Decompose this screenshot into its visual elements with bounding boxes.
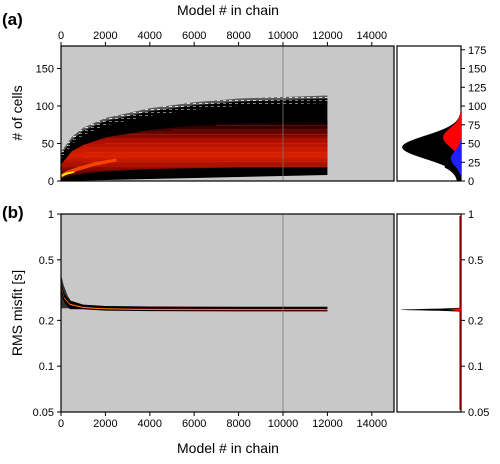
panel-a-y-tick-label: 150 xyxy=(36,64,54,76)
panel-a-y-right-tick-label: 125 xyxy=(468,82,486,94)
panel-b-x-tick-label: 10000 xyxy=(268,418,299,430)
panel-b-y-ticks-right: 0.05 0.1 0.2 0.5 1 xyxy=(461,209,489,419)
panel-a-high-density xyxy=(61,158,117,178)
panel-a-x-tick-label: 12000 xyxy=(312,30,343,42)
panel-a-y-right-tick-label: 150 xyxy=(468,64,486,76)
panel-b-x-tick-label: 0 xyxy=(58,418,64,430)
panel-b-x-tick-label: 8000 xyxy=(226,418,250,430)
panel-b-y-tick-label: 1 xyxy=(48,209,54,221)
panel-b-y-right-tick-label: 0.05 xyxy=(468,407,489,419)
panel-a-x-tick-label: 4000 xyxy=(138,30,162,42)
panel-b-x-tick-label: 4000 xyxy=(138,418,162,430)
panel-b-marginal-red xyxy=(449,307,461,312)
panel-a-y-tick-label: 50 xyxy=(42,139,54,151)
panel-a-marginal-black xyxy=(402,98,461,181)
panel-a-marginal-blue xyxy=(450,136,461,175)
panel-b-y-tick-label: 0.1 xyxy=(39,361,54,373)
panel-a-xlabel-top: Model # in chain xyxy=(177,2,279,18)
panel-b-y-right-tick-label: 0.2 xyxy=(468,315,483,327)
panel-b-early-samples xyxy=(61,274,73,309)
panel-a-ylabel: # of cells xyxy=(9,85,25,140)
panel-b-outer-density xyxy=(61,283,328,312)
panel-a-y-tick-label: 100 xyxy=(36,101,54,113)
panel-b-marginal-black xyxy=(400,304,461,316)
panel-b-plot-frame xyxy=(60,213,395,413)
panel-a-y-right-tick-label: 0 xyxy=(468,176,474,188)
panel-a-x-tick-label: 14000 xyxy=(357,30,388,42)
panel-a-y-right-tick-label: 100 xyxy=(468,101,486,113)
panel-b-x-tick-label: 2000 xyxy=(93,418,117,430)
panel-a-density xyxy=(61,95,328,181)
panel-a-y-right-tick-label: 25 xyxy=(468,157,480,169)
panel-a-peak-density xyxy=(61,171,75,178)
panel-b-x-tick-label: 14000 xyxy=(357,418,388,430)
panel-a-y-right-tick-label: 175 xyxy=(468,45,486,57)
panel-a-y-right-tick-label: 75 xyxy=(468,120,480,132)
panel-b-peak-density xyxy=(61,287,328,310)
panel-b-y-right-tick-label: 1 xyxy=(468,209,474,221)
panel-a-plot-frame xyxy=(60,45,395,182)
panel-b-y-tick-label: 0.05 xyxy=(33,407,54,419)
panel-b-x-tick-label: 6000 xyxy=(182,418,206,430)
panel-a: (a) Model # in chain 0 2000 4000 6000 8000 10… xyxy=(2,2,486,188)
panel-a-sparse-samples xyxy=(61,95,328,160)
panel-a-x-tick-label: 0 xyxy=(58,30,64,42)
panel-b-marginal-histogram xyxy=(400,216,461,410)
panel-b-ylabel: RMS misfit [s] xyxy=(9,270,25,356)
panel-a-y-ticks-right: 0 25 50 75 100 125 150 175 xyxy=(461,45,486,188)
panel-b-y-tick-label: 0.2 xyxy=(39,315,54,327)
panel-b-y-ticks: 0.05 0.1 0.2 0.5 1 xyxy=(33,209,61,419)
panel-b-y-right-tick-label: 0.1 xyxy=(468,361,483,373)
panel-a-y-right-tick-label: 50 xyxy=(468,139,480,151)
panel-a-label: (a) xyxy=(2,10,23,29)
panel-b-xlabel: Model # in chain xyxy=(177,440,279,456)
panel-b-density xyxy=(61,274,328,312)
panel-a-x-tick-label: 10000 xyxy=(268,30,299,42)
panel-b-marginal-frame xyxy=(396,213,462,413)
panel-b-plot-background xyxy=(61,214,394,412)
panel-a-marginal-histogram xyxy=(402,98,461,181)
panel-a-x-tick-label: 2000 xyxy=(93,30,117,42)
panel-a-y-ticks: 0 50 100 150 xyxy=(36,64,61,188)
panel-b-x-tick-label: 12000 xyxy=(312,418,343,430)
panel-b-y-tick-label: 0.5 xyxy=(39,255,54,267)
panel-a-core-density xyxy=(61,121,328,179)
panel-b-x-ticks: 0 2000 4000 6000 8000 10000 12000 14000 xyxy=(58,412,387,430)
panel-a-x-ticks: 0 2000 4000 6000 8000 10000 12000 14000 xyxy=(58,30,387,46)
panel-a-x-tick-label: 8000 xyxy=(226,30,250,42)
panel-a-y-tick-label: 0 xyxy=(48,176,54,188)
panel-b-label: (b) xyxy=(2,203,24,222)
panel-a-x-tick-label: 6000 xyxy=(182,30,206,42)
panel-b: (b) 0 2000 4000 6000 8000 10000 12000 14000 0.0… xyxy=(2,203,489,456)
panel-b-y-right-tick-label: 0.5 xyxy=(468,255,483,267)
